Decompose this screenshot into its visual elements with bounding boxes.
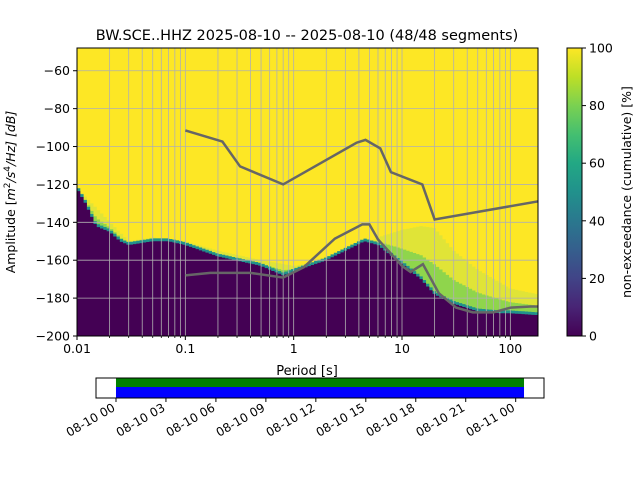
- y-tick-label: −140: [36, 215, 70, 230]
- colorbar-tick-label: 80: [589, 98, 605, 113]
- x-tick-label: 10: [394, 341, 410, 356]
- x-axis: 0.01 0.1 1 10 100: [63, 336, 522, 356]
- probability-band-dark: [77, 191, 538, 336]
- y-axis-label: Amplitude [m2/s4/Hz] [dB]: [3, 111, 18, 274]
- chart-title: BW.SCE..HHZ 2025-08-10 -- 2025-08-10 (48…: [96, 28, 518, 44]
- ppsd-panel: 0.01 0.1 1 10 100 −60 −80 −100 −120 −140 −160 −180…: [3, 47, 539, 379]
- x-tick-label: 0.01: [63, 341, 91, 356]
- colorbar-tick-label: 0: [589, 329, 597, 344]
- grid: [77, 48, 538, 336]
- timeline-tick-label: 08-10 18: [364, 400, 418, 439]
- timeline-tick-label: 08-10 21: [414, 400, 468, 439]
- timeline-processed-bar: [115, 387, 525, 398]
- y-tick-label: −180: [36, 291, 70, 306]
- high-noise-model-line: [184, 129, 538, 221]
- colorbar: 0 20 40 60 80 100 non-exceedance (cumulative)…: [566, 41, 634, 344]
- y-tick-label: −200: [36, 329, 70, 344]
- colorbar-ticks: 0 20 40 60 80 100: [582, 41, 613, 344]
- colorbar-tick-label: 100: [589, 41, 613, 56]
- timeline-tick-label: 08-10 00: [64, 400, 118, 439]
- y-axis: −60 −80 −100 −120 −140 −160 −180 −200: [36, 63, 77, 344]
- colorbar-label: non-exceedance (cumulative) [%]: [619, 86, 634, 298]
- y-tick-label: −100: [36, 139, 70, 154]
- y-tick-label: −160: [36, 253, 70, 268]
- colorbar-tick-label: 60: [589, 156, 605, 171]
- y-tick-label: −80: [44, 101, 70, 116]
- low-noise-model-line: [185, 223, 538, 314]
- timeline-tick-label: 08-10 03: [114, 400, 168, 439]
- x-axis-label: Period [s]: [276, 364, 338, 379]
- timeline-tick-label: 08-10 12: [264, 400, 318, 439]
- colorbar-tick-label: 40: [589, 213, 605, 228]
- colorbar-gradient: [566, 47, 583, 337]
- timeline-tick-label: 08-10 06: [164, 400, 218, 439]
- x-tick-label: 0.1: [175, 341, 195, 356]
- timeline-frame-outline: [95, 377, 545, 399]
- timeline-coverage-bar: [115, 378, 525, 387]
- x-tick-label: 100: [498, 341, 522, 356]
- y-tick-label: −60: [44, 63, 70, 78]
- noise-model-lines: [184, 129, 538, 314]
- x-tick-label: 1: [290, 341, 298, 356]
- timeline-tick-label: 08-10 15: [314, 400, 368, 439]
- colorbar-tick-label: 20: [589, 271, 605, 286]
- timeline-tick-label: 08-11 00: [463, 400, 517, 439]
- y-tick-label: −120: [36, 177, 70, 192]
- plot-frame: [76, 47, 539, 337]
- timeline-tick-label: 08-10 09: [214, 400, 268, 439]
